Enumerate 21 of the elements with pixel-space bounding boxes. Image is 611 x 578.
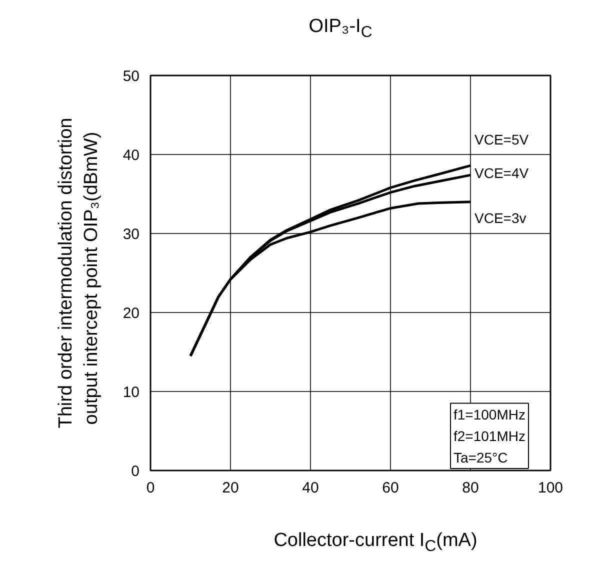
x-tick-label: 100	[538, 480, 564, 496]
y-tick-label: 20	[122, 305, 140, 322]
y-tick-label: 30	[122, 226, 140, 243]
x-tick-label: 80	[462, 480, 479, 496]
y-tick-label: 50	[122, 68, 140, 85]
series-label: VCE=4V	[474, 165, 530, 182]
x-tick-label: 0	[146, 480, 155, 496]
x-tick-label: 60	[382, 480, 399, 496]
y-tick-label: 0	[131, 463, 140, 480]
annotation: f1=100MHz	[454, 406, 526, 422]
annotation: f2=101MHz	[454, 428, 526, 444]
x-tick-label: 40	[302, 480, 319, 496]
y-axis-title: Third order intermodulation distortion output intercept point OIP₃(dBmW)	[56, 118, 102, 428]
chart-title: OIP₃-I$_{C}$	[308, 15, 372, 43]
x-tick-label: 20	[222, 480, 239, 496]
series-label: VCE=3v	[474, 210, 526, 226]
y-tick-label: 40	[122, 147, 140, 164]
x-axis-title: Collector-current I$_{C}$(mA)	[274, 529, 478, 557]
series-label: VCE=5V	[474, 132, 530, 148]
y-tick-label: 10	[122, 384, 140, 401]
annotation: Ta=25°C	[454, 450, 508, 466]
